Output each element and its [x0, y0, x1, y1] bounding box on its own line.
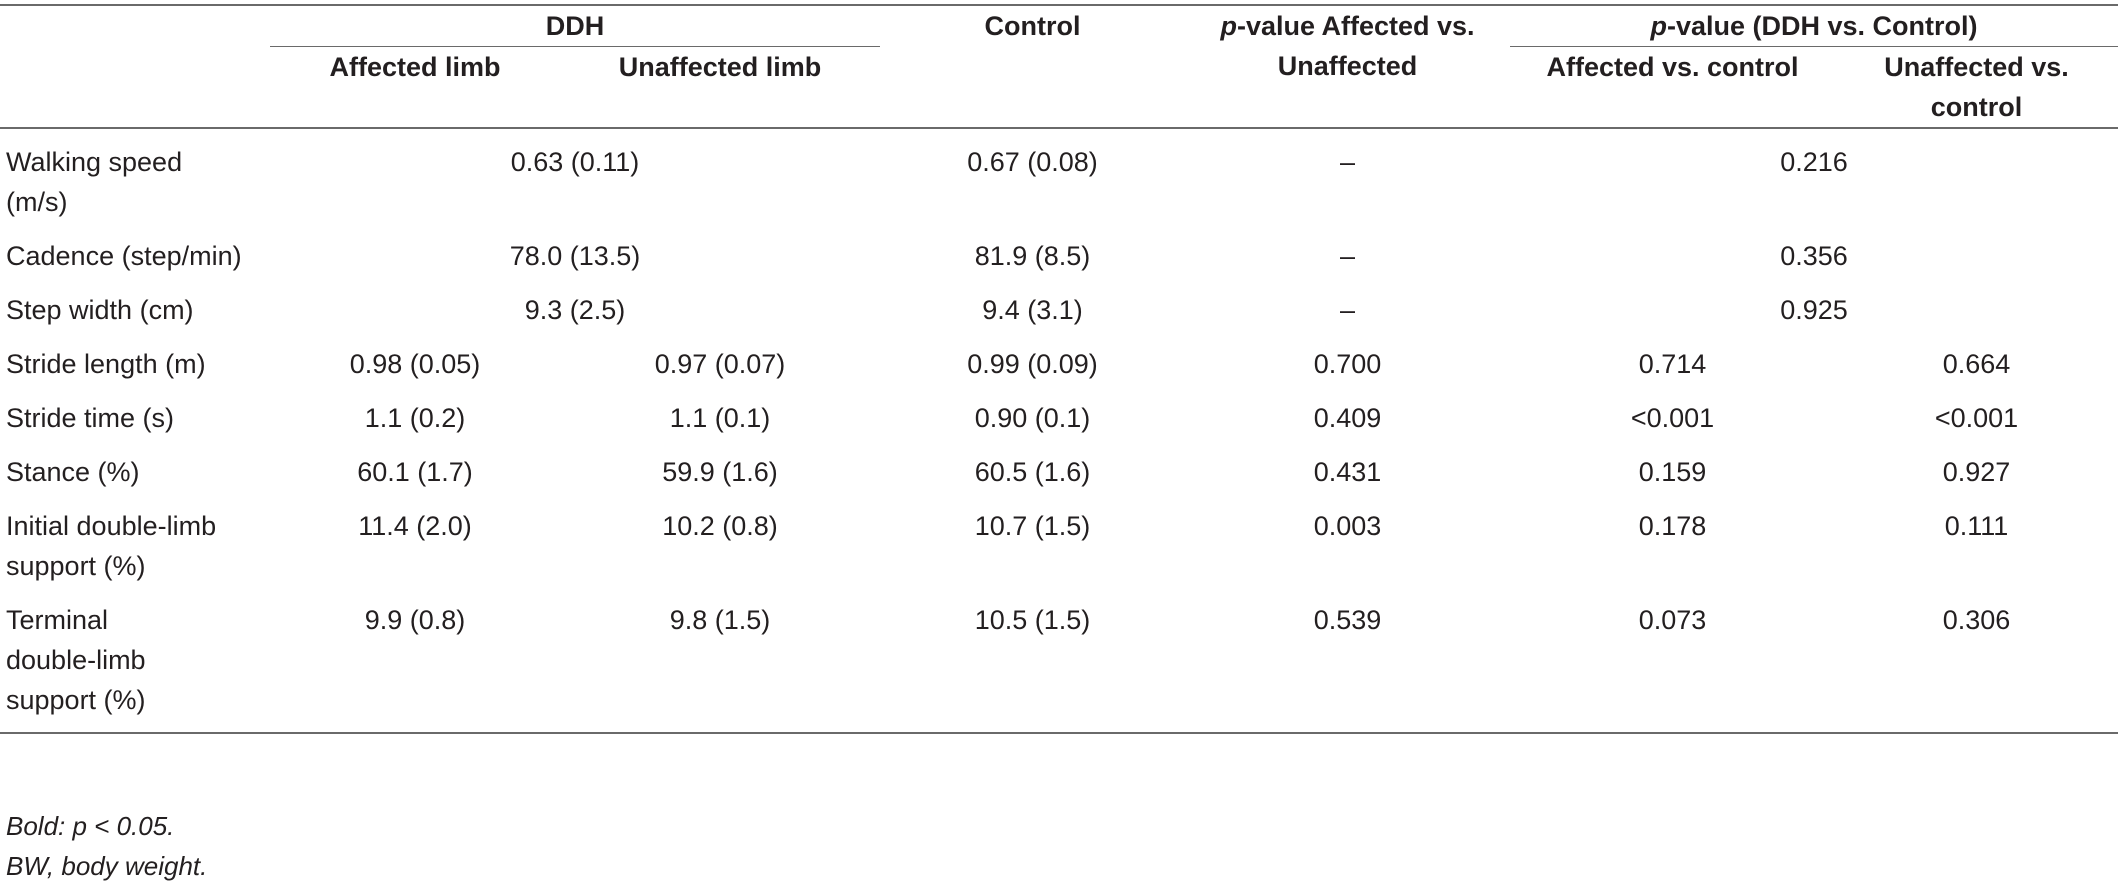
cell-affected: 0.98 (0.05) [349, 349, 481, 379]
cell-p-aff-unaff: – [1339, 241, 1356, 271]
row-label: Step width (cm) [6, 295, 194, 325]
cell-control: 10.7 (1.5) [974, 511, 1091, 541]
table-footnotes: Bold: p < 0.05. BW, body weight. [6, 806, 207, 886]
cell-p-unaff-control: 0.664 [1942, 349, 2011, 379]
cell-unaffected: 0.97 (0.07) [654, 349, 786, 379]
cell-control: 60.5 (1.6) [974, 457, 1091, 487]
footnote-bold: Bold: p < 0.05. [6, 811, 175, 841]
header-ddh: DDH [270, 5, 880, 47]
cell-unaffected: 9.8 (1.5) [669, 605, 771, 635]
header-p-affected-vs-unaffected: p-value Affected vs. Unaffected [1220, 11, 1475, 81]
cell-p-aff-unaff: 0.431 [1313, 457, 1382, 487]
row-label: Stride time (s) [6, 403, 175, 433]
header-unaffected-limb: Unaffected limb [618, 52, 822, 82]
table-row: Stride time (s) 1.1 (0.2) 1.1 (0.1) 0.90… [0, 388, 2118, 442]
cell-p-aff-unaff: 0.700 [1313, 349, 1382, 379]
header-row-top: DDH Control p-value Affected vs. Unaffec… [0, 5, 2118, 81]
cell-control: 10.5 (1.5) [974, 605, 1091, 635]
table-row: Walking speed (m/s) 0.63 (0.11) 0.67 (0.… [0, 128, 2118, 226]
cell-p-unaff-control: 0.111 [1944, 511, 2009, 541]
table-row: Initial double-limb support (%) 11.4 (2.… [0, 496, 2118, 590]
gait-parameters-table: DDH Control p-value Affected vs. Unaffec… [0, 4, 2118, 734]
cell-affected: 1.1 (0.2) [364, 403, 466, 433]
cell-p-aff-unaff: – [1339, 295, 1356, 325]
header-unaffected-vs-control: Unaffected vs. control [1884, 52, 2069, 122]
cell-affected: 60.1 (1.7) [357, 457, 473, 487]
cell-unaffected: 10.2 (0.8) [662, 511, 778, 541]
footnote-abbreviation: BW, body weight. [6, 851, 208, 881]
row-label: Walking speed (m/s) [6, 147, 183, 217]
cell-ddh: 9.3 (2.5) [524, 295, 626, 325]
cell-affected: 9.9 (0.8) [364, 605, 466, 635]
cell-p-aff-unaff: 0.539 [1313, 605, 1382, 635]
header-affected-vs-control: Affected vs. control [1546, 52, 1799, 82]
header-parameter [0, 5, 270, 128]
cell-p-aff-control: 0.073 [1638, 605, 1707, 635]
cell-ddh: 0.63 (0.11) [510, 147, 640, 177]
cell-control: 81.9 (8.5) [974, 241, 1091, 271]
cell-p-ddh-control: 0.216 [1780, 147, 1848, 177]
cell-control: 9.4 (3.1) [982, 295, 1083, 325]
cell-p-unaff-control: 0.927 [1942, 457, 2011, 487]
cell-p-aff-control: 0.159 [1638, 457, 1707, 487]
header-p-ddh-vs-control: p-value (DDH vs. Control) [1510, 5, 2118, 47]
cell-affected: 11.4 (2.0) [358, 511, 472, 541]
cell-control: 0.99 (0.09) [967, 349, 1098, 379]
row-label: Cadence (step/min) [6, 241, 242, 271]
cell-p-ddh-control: 0.356 [1780, 241, 1848, 271]
cell-p-unaff-control: <0.001 [1934, 403, 2019, 433]
cell-unaffected: 59.9 (1.6) [662, 457, 778, 487]
table-row: Stance (%) 60.1 (1.7) 59.9 (1.6) 60.5 (1… [0, 442, 2118, 496]
cell-p-ddh-control: 0.925 [1780, 295, 1848, 325]
table-row: Cadence (step/min) 78.0 (13.5) 81.9 (8.5… [0, 226, 2118, 280]
table-row: Stride length (m) 0.98 (0.05) 0.97 (0.07… [0, 334, 2118, 388]
table-row: Step width (cm) 9.3 (2.5) 9.4 (3.1) – 0.… [0, 280, 2118, 334]
cell-p-aff-control: 0.178 [1638, 511, 1707, 541]
cell-ddh: 78.0 (13.5) [509, 241, 641, 271]
header-control: Control [984, 11, 1081, 41]
cell-p-unaff-control: 0.306 [1942, 605, 2011, 635]
cell-control: 0.90 (0.1) [974, 403, 1091, 433]
row-label: Stance (%) [6, 457, 140, 487]
row-label: Stride length (m) [6, 349, 206, 379]
table-row: Terminal double-limb support (%) 9.9 (0.… [0, 590, 2118, 733]
cell-p-aff-unaff: 0.003 [1313, 511, 1382, 541]
row-label: Initial double-limb support (%) [6, 511, 217, 581]
cell-p-aff-unaff: 0.409 [1313, 403, 1382, 433]
cell-p-aff-control: 0.714 [1638, 349, 1707, 379]
cell-p-aff-unaff: – [1339, 147, 1356, 177]
header-affected-limb: Affected limb [329, 52, 501, 82]
cell-p-aff-control: <0.001 [1630, 403, 1715, 433]
cell-control: 0.67 (0.08) [967, 147, 1098, 177]
cell-unaffected: 1.1 (0.1) [669, 403, 771, 433]
row-label: Terminal double-limb support (%) [6, 605, 146, 715]
